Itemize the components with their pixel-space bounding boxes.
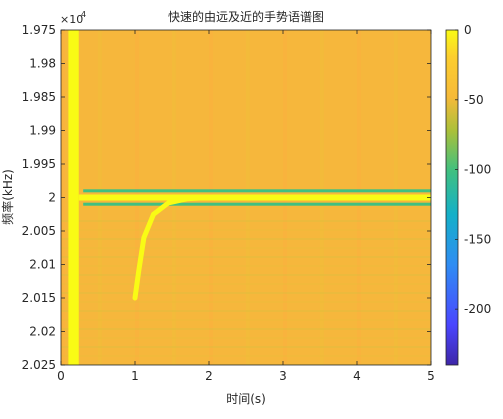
x-tick-label: 1 [131, 369, 139, 383]
y-tick-label: 1.995 [22, 157, 56, 171]
y-tick-label: 1.985 [22, 90, 56, 104]
x-tick-label: 0 [57, 369, 65, 383]
colorbar-ticks: 0 -50 -100 -150 -200 [455, 23, 491, 316]
y-tick-label: 1.975 [22, 23, 56, 37]
y-exponent-power: 4 [81, 10, 86, 19]
texture-band [61, 265, 431, 267]
texture-band [61, 247, 431, 249]
doppler-curve [132, 195, 212, 301]
colorbar-tick-label: 0 [464, 23, 472, 37]
y-tick-label: 2.02 [29, 325, 56, 339]
x-axis: 0 1 2 3 4 5 [57, 30, 435, 383]
frequency-line [78, 194, 431, 201]
colorbar-tick-label: -100 [464, 163, 491, 177]
heatmap-features [68, 30, 431, 365]
texture-band [61, 373, 431, 375]
y-tick-label: 2.015 [22, 291, 56, 305]
y-tick-label: 2.005 [22, 224, 56, 238]
texture-band [61, 355, 431, 357]
y-axis: 1.975 1.98 1.985 1.99 1.995 2 2.005 2.01 2.015 2.… [22, 23, 431, 372]
colorbar-tick-label: -50 [464, 93, 484, 107]
x-tick-label: 5 [427, 369, 435, 383]
y-tick-label: 1.98 [29, 57, 56, 71]
texture-band [61, 283, 431, 285]
texture-band [61, 310, 431, 312]
texture-band [61, 364, 431, 365]
colorbar-gradient [445, 29, 459, 366]
texture-band [61, 346, 431, 348]
vertical-band [68, 30, 79, 365]
texture-band [61, 256, 431, 258]
x-axis-label: 时间(s) [226, 392, 266, 406]
texture-band [61, 220, 431, 222]
texture-band [61, 292, 431, 294]
y-axis-label: 频率(kHz) [0, 169, 15, 225]
texture-band [61, 238, 431, 240]
frequency-line [83, 202, 431, 206]
texture-band [61, 301, 431, 303]
chart-title: 快速的由远及近的手势语谱图 [168, 9, 324, 24]
x-tick-label: 3 [279, 369, 287, 383]
colorbar: 0 -50 -100 -150 -200 [445, 23, 491, 366]
plot-area [61, 30, 431, 375]
x-tick-label: 2 [205, 369, 213, 383]
frequency-line [83, 189, 431, 193]
y-tick-label: 2 [48, 191, 56, 205]
texture-band [61, 274, 431, 276]
colorbar-tick-label: -150 [464, 232, 491, 246]
texture-band [61, 328, 431, 330]
texture-band [61, 229, 431, 231]
texture-band [61, 337, 431, 339]
colorbar-tick-label: -200 [464, 302, 491, 316]
y-tick-label: 2.025 [22, 358, 56, 372]
y-exponent-base: ×10 [60, 13, 83, 26]
y-tick-label: 1.99 [29, 124, 56, 138]
texture-band [61, 319, 431, 321]
y-tick-label: 2.01 [29, 258, 56, 272]
x-tick-label: 4 [353, 369, 361, 383]
